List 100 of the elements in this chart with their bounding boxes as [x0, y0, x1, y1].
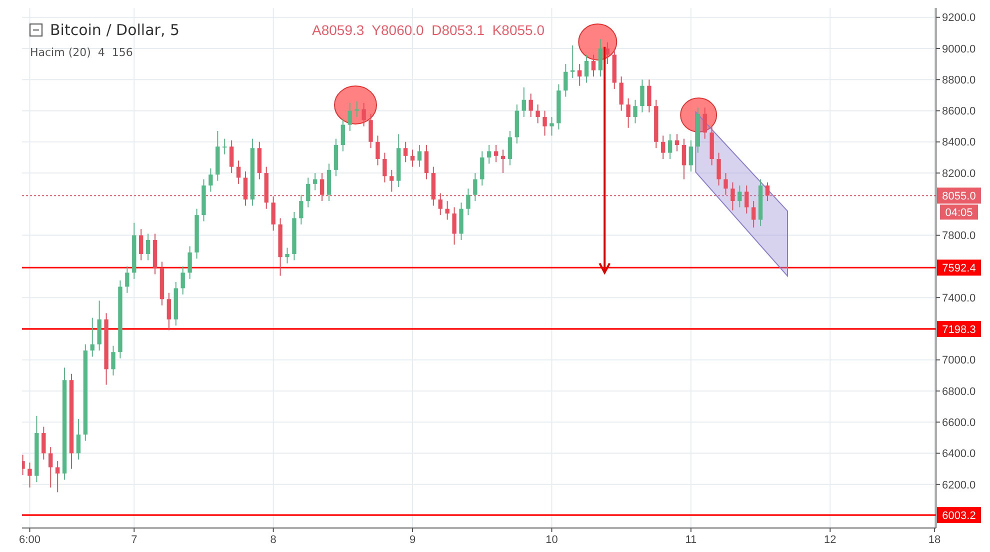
candlestick	[285, 247, 290, 264]
y-tick-label: 8400.0	[942, 136, 976, 149]
candlestick	[716, 152, 721, 186]
candlestick	[382, 152, 387, 183]
y-tick-label: 6600.0	[942, 416, 976, 429]
candlestick	[598, 38, 603, 78]
candlestick	[417, 144, 422, 168]
candlestick	[42, 426, 46, 460]
candlestick	[480, 150, 484, 186]
text: Bitcoin / Dollar, 5	[50, 21, 180, 39]
ref-line-label: 7198.3	[942, 324, 976, 336]
y-tick-label: 7800.0	[942, 230, 976, 242]
candlestick	[348, 102, 352, 132]
candlestick	[180, 266, 185, 295]
candlestick	[605, 42, 610, 65]
ref-line-label: 8055.0	[942, 190, 976, 202]
candlestick	[76, 418, 81, 460]
candlestick	[410, 149, 415, 168]
candlestick	[362, 102, 366, 127]
candlestick	[28, 462, 32, 488]
candlestick	[243, 170, 248, 206]
candlestick	[542, 110, 547, 136]
candlestick	[619, 76, 624, 112]
candlestick	[146, 233, 150, 261]
candlestick	[111, 345, 116, 376]
y-tick-label: 8200.0	[942, 168, 976, 180]
candlestick	[208, 168, 213, 192]
x-tick-label: 9	[409, 534, 416, 546]
candlestick	[668, 134, 672, 160]
candlestick	[438, 192, 442, 216]
candlestick	[647, 79, 652, 113]
candlestick	[368, 113, 373, 149]
candlestick	[139, 228, 144, 261]
candlestick	[90, 317, 94, 358]
candlestick	[661, 135, 666, 160]
candlestick	[500, 149, 506, 174]
candlestick	[403, 141, 408, 163]
candlestick	[626, 98, 630, 128]
candlestick	[570, 44, 575, 79]
candlestick	[536, 104, 540, 124]
candlestick	[340, 118, 346, 152]
candlestick	[591, 54, 596, 78]
candlestick	[688, 140, 694, 172]
candlestick	[494, 144, 498, 163]
y-tick-label: 6800.0	[942, 386, 976, 398]
candlestick	[633, 99, 638, 124]
y-tick-label: 7400.0	[942, 292, 976, 304]
candlestick	[306, 177, 310, 208]
candlestick	[744, 184, 749, 214]
candlestick	[376, 135, 380, 166]
candlestick	[730, 182, 735, 211]
candlestick	[682, 138, 686, 180]
annotation: A8059.3 Y8060.0 D8053.1 K8055.0	[312, 22, 545, 38]
candlestick	[48, 446, 53, 488]
ref-line-label: 7592.4	[942, 262, 976, 274]
candlestick	[55, 460, 60, 493]
candlestick	[166, 292, 172, 331]
candlestick	[584, 54, 589, 84]
y-tick-label: 8800.0	[942, 74, 976, 86]
y-tick-label: 8600.0	[942, 106, 976, 118]
candlestick	[564, 64, 568, 98]
candlestick	[222, 138, 227, 155]
candlestick	[508, 130, 512, 166]
ref-line-label: 6003.2	[942, 510, 976, 522]
candlestick	[313, 172, 318, 191]
candlestick	[390, 169, 394, 192]
y-tick-label: 6200.0	[942, 479, 976, 492]
candlestick	[724, 172, 728, 196]
candlestick	[702, 107, 707, 140]
candlestick	[752, 200, 756, 228]
x-tick-label: 7	[131, 534, 138, 546]
x-tick-label: 8	[270, 534, 276, 546]
x-tick-label: 10	[546, 534, 558, 546]
candlestick	[473, 172, 478, 202]
candlestick	[452, 206, 456, 246]
x-tick-label: 18	[928, 534, 941, 546]
candlestick	[229, 140, 234, 174]
candlestick	[424, 144, 429, 180]
candlestick	[738, 184, 742, 208]
candlestick	[466, 188, 470, 216]
text: 04:05	[945, 206, 973, 219]
candlestick	[445, 200, 450, 220]
y-tick-label: 9200.0	[942, 12, 976, 24]
candlestick	[674, 134, 680, 152]
y-tick-label: 6400.0	[942, 448, 976, 460]
candlestick	[550, 116, 554, 136]
candlestick	[577, 64, 582, 86]
x-tick-label: 6:00	[19, 534, 40, 546]
candlestick	[640, 79, 644, 113]
y-tick-label: 9000.0	[942, 43, 976, 56]
candlestick	[354, 100, 359, 118]
y-tick-label: 7000.0	[942, 354, 976, 367]
candlestick	[125, 266, 130, 294]
candlestick	[271, 196, 276, 232]
x-tick-label: 12	[824, 534, 836, 546]
candlestick	[299, 194, 304, 225]
candlestick	[236, 160, 241, 184]
x-tick-label: 11	[685, 534, 697, 546]
annotation: Hacim (20) 4 156	[30, 46, 133, 59]
candlestick	[487, 144, 492, 164]
